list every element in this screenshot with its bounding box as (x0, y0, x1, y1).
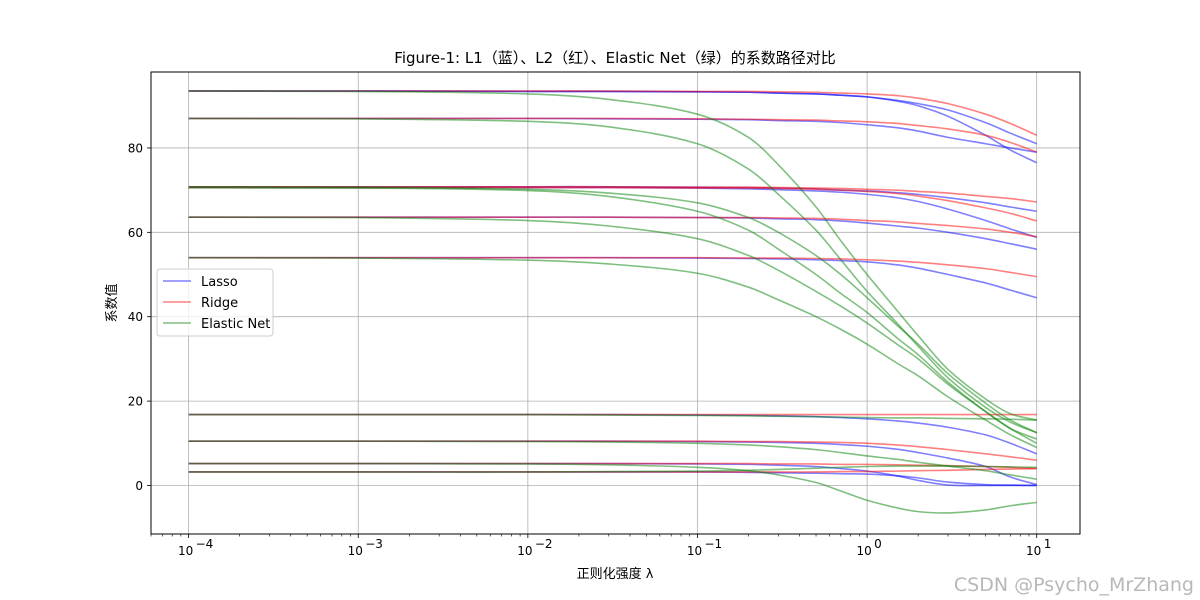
x-tick-label-exponent: 1 (1044, 537, 1052, 551)
x-tick-label: 10 (178, 544, 193, 558)
x-tick-label: 10 (517, 544, 532, 558)
plot-area (150, 71, 1081, 535)
grid (151, 72, 1080, 534)
y-tick-label: 20 (128, 395, 143, 409)
y-tick-label: 80 (128, 141, 143, 155)
series-line-ridge (188, 256, 1037, 278)
series-line-elastic-net (188, 440, 1037, 480)
y-tick-label: 0 (135, 479, 143, 493)
y-tick-label: 40 (128, 310, 143, 324)
x-tick-label: 10 (856, 544, 871, 558)
series-line-elastic-net (188, 186, 1037, 440)
series-line-elastic-net (188, 462, 1037, 514)
y-axis-label: 系数值 (104, 283, 120, 322)
legend-label-lasso: Lasso (201, 275, 238, 290)
y-tick-label: 60 (128, 226, 143, 240)
legend-label-elastic-net: Elastic Net (201, 317, 270, 332)
x-tick-label-exponent: 0 (874, 537, 882, 551)
legend-box (156, 268, 274, 337)
series-line-elastic-net (188, 216, 1038, 444)
x-axis-label: 正则化强度 λ (577, 566, 654, 582)
series-line-elastic-net (188, 90, 1037, 421)
series-line-ridge (188, 186, 1037, 222)
chart-title: Figure-1: L1（蓝）、L2（红）、Elastic Net（绿）的系数路… (394, 49, 835, 67)
series-line-elastic-net (188, 465, 1037, 473)
series-line-lasso (188, 90, 1037, 145)
series-line-ridge (188, 117, 1037, 153)
x-tick-label-exponent: −4 (196, 537, 214, 551)
watermark: CSDN @Psycho_MrZhang (953, 574, 1194, 596)
series-line-ridge (188, 216, 1037, 238)
series-line-elastic-net (188, 256, 1038, 449)
series-line-ridge (188, 185, 1037, 203)
series-line-elastic-net (188, 413, 1037, 421)
series-line-elastic-net (188, 185, 1038, 434)
series-lines (188, 90, 1038, 514)
series-line-lasso (188, 413, 1037, 455)
x-tick-label: 10 (348, 544, 363, 558)
series-line-lasso (188, 117, 1037, 153)
series-line-ridge (188, 90, 1038, 137)
legend: Lasso Ridge Elastic Net (156, 268, 274, 337)
x-tick-label-exponent: −2 (535, 537, 553, 551)
series-line-lasso (188, 216, 1037, 250)
x-tick-label: 10 (1026, 544, 1041, 558)
y-axis-ticks: 0 20 40 60 80 (128, 141, 151, 493)
legend-label-ridge: Ridge (201, 296, 238, 311)
x-tick-label-exponent: −3 (365, 537, 383, 551)
series-line-elastic-net (188, 117, 1037, 434)
x-axis-ticks: 10 −4 10 −3 10 −2 10 −1 10 0 10 1 (150, 534, 1052, 558)
x-tick-label-exponent: −1 (704, 537, 722, 551)
x-tick-label: 10 (687, 544, 702, 558)
